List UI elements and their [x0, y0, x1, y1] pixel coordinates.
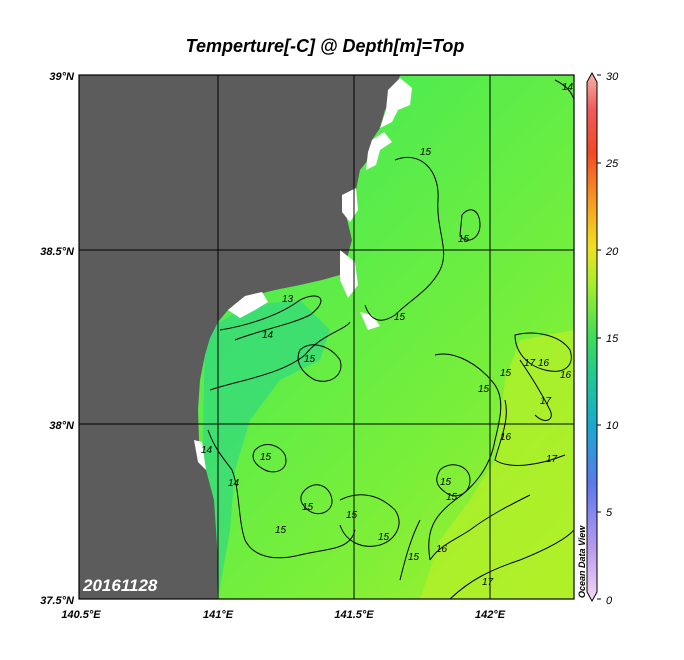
lat-label: 39°N [49, 71, 75, 83]
lat-label: 38°N [49, 420, 75, 432]
contour-label: 16 [538, 358, 550, 369]
colorbar-tick-label: 30 [606, 71, 619, 83]
offshore-warm-water [420, 330, 574, 599]
odv-watermark: Ocean Data View [577, 525, 587, 598]
contour-label: 15 [260, 452, 272, 463]
contour-label: 15 [275, 525, 287, 536]
lon-label: 140.5°E [61, 609, 101, 621]
no-data-patch [366, 132, 392, 170]
lon-label: 141.5°E [334, 609, 374, 621]
contour-label: 15 [346, 510, 358, 521]
contour-label: 16 [500, 432, 512, 443]
colorbar-tick-label: 0 [606, 595, 613, 607]
graticule [79, 75, 574, 599]
colorbar-tick-label: 15 [606, 333, 619, 345]
colorbar-tick-label: 20 [605, 246, 619, 258]
colorbar-tick-label: 5 [606, 507, 613, 519]
contour-label: 15 [500, 368, 512, 379]
coastal-cool-water [200, 300, 330, 599]
no-data-patch [228, 292, 268, 318]
contour-label: 14 [228, 478, 240, 489]
contour-label: 17 [540, 396, 552, 407]
lat-label: 37.5°N [40, 595, 75, 607]
contour-label: 17 [546, 454, 558, 465]
contour-label: 13 [282, 294, 294, 305]
contour-label: 16 [560, 370, 572, 381]
contour-label: 15 [304, 354, 316, 365]
contour-label: 14 [201, 445, 213, 456]
land-mass [79, 75, 400, 599]
contour-label: 17 [482, 577, 494, 588]
no-data-patch [194, 440, 206, 470]
contour-label: 15 [420, 147, 432, 158]
contour-label: 15 [446, 492, 458, 503]
lon-label: 141°E [203, 609, 234, 621]
contour-label: 15 [394, 312, 406, 323]
contour-label-group: 13 14 14 14 14 15 15 15 15 15 15 15 15 1… [201, 82, 574, 588]
contour-label: 14 [262, 330, 274, 341]
map-frame [78, 74, 575, 600]
no-data-patch [380, 78, 412, 128]
contour-label: 17 [524, 358, 536, 369]
lon-label: 142°E [475, 609, 506, 621]
contour-label: 15 [458, 234, 470, 245]
contour-lines [207, 79, 574, 599]
contour-label: 15 [478, 384, 490, 395]
contour-label: 15 [408, 552, 420, 563]
colorbar-tick-label: 25 [605, 158, 619, 170]
colorbar-tick-label: 10 [606, 420, 619, 432]
no-data-patch [360, 312, 380, 330]
colorbar-body [586, 71, 598, 603]
date-stamp: 20161128 [82, 576, 158, 595]
contour-label: 14 [562, 82, 574, 93]
contour-label: 16 [436, 544, 448, 555]
lat-label: 38.5°N [40, 246, 75, 258]
contour-label: 15 [302, 502, 314, 513]
colorbar: 30 25 20 15 10 5 0 [586, 71, 619, 607]
contour-label: 15 [440, 477, 452, 488]
map-title: Temperture[-C] @ Depth[m]=Top [185, 36, 465, 56]
contour-label: 15 [378, 532, 390, 543]
